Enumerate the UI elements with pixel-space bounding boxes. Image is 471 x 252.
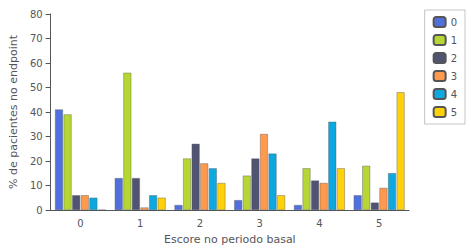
svg-text:20: 20: [30, 156, 43, 167]
svg-text:2: 2: [451, 53, 457, 64]
svg-text:3: 3: [256, 218, 262, 229]
svg-text:40: 40: [30, 107, 43, 118]
svg-text:% de pacientes no endpoint: % de pacientes no endpoint: [7, 34, 20, 189]
svg-text:80: 80: [30, 9, 43, 20]
svg-text:0: 0: [451, 17, 457, 28]
svg-text:2: 2: [197, 218, 203, 229]
svg-text:50: 50: [30, 82, 43, 93]
svg-text:Escore no periodo basal: Escore no periodo basal: [164, 233, 296, 246]
svg-text:4: 4: [451, 89, 457, 100]
svg-text:5: 5: [451, 107, 457, 118]
svg-text:60: 60: [30, 58, 43, 69]
svg-text:70: 70: [30, 33, 43, 44]
svg-text:30: 30: [30, 131, 43, 142]
svg-text:10: 10: [30, 180, 43, 191]
svg-text:3: 3: [451, 71, 457, 82]
svg-text:4: 4: [316, 218, 322, 229]
svg-text:0: 0: [77, 218, 83, 229]
svg-text:1: 1: [137, 218, 143, 229]
svg-text:1: 1: [451, 35, 457, 46]
svg-text:5: 5: [376, 218, 382, 229]
svg-text:0: 0: [36, 205, 42, 216]
